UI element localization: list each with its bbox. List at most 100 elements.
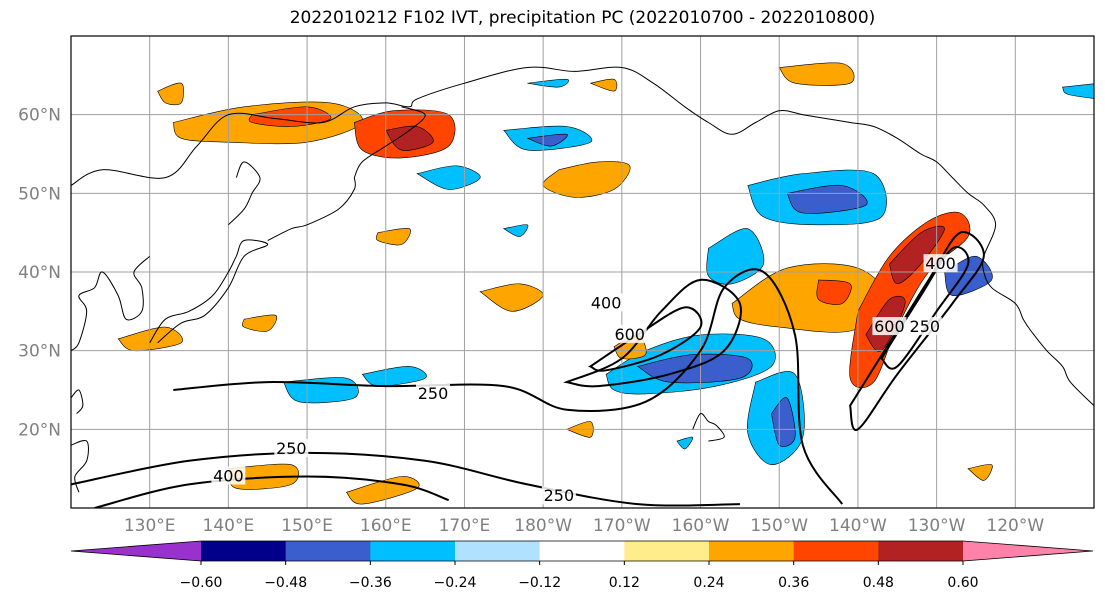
colorbar-segment — [793, 541, 879, 561]
lon-tick-label: 130°E — [124, 516, 176, 536]
lon-tick-label: 140°E — [203, 516, 255, 536]
chart-title: 2022010212 F102 IVT, precipitation PC (2… — [289, 8, 876, 28]
precip-patch — [416, 165, 481, 190]
precip-patch — [117, 326, 183, 352]
contour-label-bg — [907, 317, 942, 336]
colorbar-segment — [455, 541, 541, 561]
coastline — [71, 389, 84, 414]
contour-label: 250 — [544, 486, 575, 505]
precip-patch — [889, 225, 945, 285]
lon-tick-label: 130°W — [908, 516, 966, 536]
ivt-contour-250 — [173, 268, 844, 505]
ivt-contour-400 — [563, 278, 742, 388]
contour-label: 400 — [591, 293, 622, 312]
precip-patch — [479, 283, 544, 312]
colorbar-tick-label: −0.60 — [180, 575, 223, 591]
contour-label-bg — [589, 293, 624, 312]
map-gridlines — [71, 36, 1094, 508]
colorbar-extend-low — [71, 541, 201, 561]
precip-patch — [361, 366, 427, 387]
lon-tick-label: 120°W — [986, 516, 1044, 536]
precip-patch — [242, 314, 278, 332]
contour-label-bg — [612, 324, 647, 343]
contour-label: 400 — [213, 467, 244, 486]
colorbar-extend-high — [963, 541, 1093, 561]
precip-patch — [542, 161, 631, 198]
precip-patch — [527, 133, 568, 147]
lon-tick-label: 170°W — [593, 516, 651, 536]
lon-tick-label: 180°W — [514, 516, 572, 536]
coastline-layer — [71, 66, 1094, 493]
colorbar-segment — [201, 541, 287, 561]
lon-tick-label: 160°E — [360, 516, 412, 536]
coastline — [267, 177, 356, 241]
colorbar-tick-label: 0.60 — [947, 575, 978, 591]
ivt-contour-600 — [880, 246, 970, 370]
colorbar-tick-label: 0.12 — [609, 575, 640, 591]
precip-patch — [771, 397, 796, 447]
contour-label: 600 — [874, 317, 905, 336]
lon-tick-label: 140°W — [829, 516, 887, 536]
contour-label: 400 — [925, 254, 956, 273]
precip-patch — [816, 279, 852, 305]
colorbar-segment — [370, 541, 456, 561]
precip-patch — [375, 227, 411, 246]
contour-label-bg — [415, 383, 450, 402]
coastline — [353, 106, 426, 178]
coastline — [149, 239, 269, 344]
ivt-contour-labels: 250 250 400 250 400 600 600 250 400 — [211, 254, 958, 505]
colorbar-tick-label: −0.36 — [349, 575, 392, 591]
lat-tick-label: 50°N — [18, 184, 61, 204]
lon-tick-label: 150°W — [750, 516, 808, 536]
colorbar-segment — [624, 541, 710, 561]
coastline — [71, 255, 151, 352]
colorbar-tick-label: −0.48 — [264, 575, 307, 591]
contour-label-bg — [274, 439, 309, 457]
lon-tick-label: 160°W — [672, 516, 730, 536]
ivt-contour-layer — [71, 231, 985, 508]
colorbar-segment — [709, 541, 795, 561]
contour-label: 250 — [910, 317, 941, 336]
colorbar-segment — [285, 541, 371, 561]
colorbar-tick-label: −0.12 — [518, 575, 561, 591]
precip-patch — [157, 82, 184, 106]
colorbar-tick-label: 0.24 — [693, 575, 724, 591]
coastline — [692, 412, 725, 442]
precip-patch — [676, 436, 694, 450]
colorbar-tick-label: −0.24 — [434, 575, 477, 591]
axis-ticks: 130°E 140°E 150°E 160°E 170°E 180°W 170°W 160°W… — [18, 106, 1044, 536]
lon-tick-label: 150°E — [281, 516, 333, 536]
contour-label: 250 — [418, 384, 449, 403]
ivt-contour-400 — [94, 475, 450, 508]
contour-label-bg — [211, 466, 246, 485]
contour-label-bg — [541, 486, 576, 505]
precip-patch — [590, 78, 618, 92]
precip-patch — [786, 184, 868, 214]
precip-patch — [502, 224, 529, 237]
coastline — [71, 439, 89, 493]
colorbar-segment — [539, 541, 625, 561]
lat-tick-label: 20°N — [18, 420, 61, 440]
lon-tick-label: 170°E — [439, 516, 491, 536]
map-frame — [70, 35, 1095, 509]
lat-tick-label: 40°N — [18, 263, 61, 283]
coastline — [228, 161, 261, 226]
contour-label: 250 — [276, 439, 307, 458]
precip-patch — [527, 78, 569, 88]
colorbar: −0.60 −0.48 −0.36 −0.24 −0.12 0.12 0.24 0.36 0.4… — [70, 540, 1094, 591]
colorbar-tick-label: 0.36 — [778, 575, 809, 591]
contour-label-bg — [872, 317, 907, 336]
contour-label: 600 — [614, 325, 645, 344]
precip-patch — [385, 125, 434, 151]
precip-patch — [849, 211, 971, 389]
contour-label-bg — [923, 254, 958, 273]
coastline — [71, 66, 1094, 407]
colorbar-tick-label: 0.48 — [863, 575, 894, 591]
precip-patch — [967, 463, 993, 481]
precip-patch — [1061, 83, 1094, 99]
precip-patch — [778, 62, 855, 86]
ivt-contour-250 — [71, 451, 740, 507]
precip-patch — [248, 106, 332, 127]
lat-tick-label: 30°N — [18, 342, 61, 362]
